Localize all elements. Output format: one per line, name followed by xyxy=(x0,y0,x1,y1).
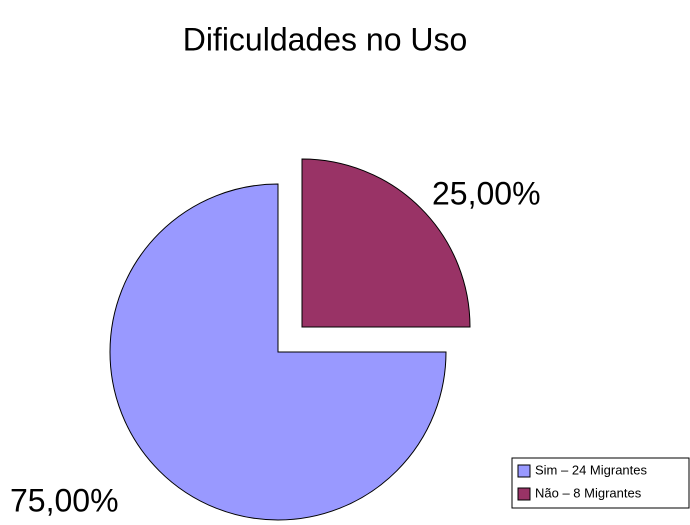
data-label: 25,00% xyxy=(432,175,541,211)
chart-title: Dificuldades no Uso xyxy=(183,21,468,57)
pie-slice xyxy=(109,183,447,521)
data-label: 75,00% xyxy=(10,482,119,518)
legend-box xyxy=(511,457,690,509)
pie-slice xyxy=(301,158,471,328)
legend-swatch xyxy=(517,464,531,478)
legend-label: Sim – 24 Migrantes xyxy=(535,462,647,477)
legend-label: Não – 8 Migrantes xyxy=(535,485,642,500)
legend-swatch xyxy=(517,487,531,501)
